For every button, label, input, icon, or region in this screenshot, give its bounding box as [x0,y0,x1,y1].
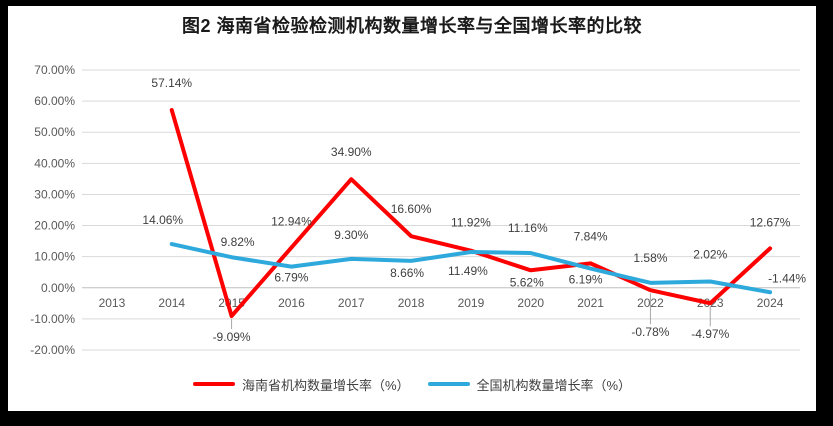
legend-item-national: 全国机构数量增长率（%） [427,375,632,394]
data-label: 11.49% [448,264,488,278]
x-axis-tick-label: 2018 [398,296,425,310]
data-label: 34.90% [331,145,372,159]
x-axis-tick-label: 2022 [637,296,664,310]
y-axis-tick-label: 60.00% [34,94,75,108]
data-label: 16.60% [391,202,432,216]
data-label: 6.79% [274,271,308,285]
y-axis-tick-label: -10.00% [30,312,75,326]
y-axis-tick-label: 40.00% [34,156,75,170]
data-label: 12.67% [750,215,791,229]
data-label: 12.94% [271,215,312,229]
x-axis-tick-label: 2021 [577,296,604,310]
x-axis-tick-label: 2024 [757,296,784,310]
y-axis-tick-label: 20.00% [34,219,75,233]
data-label: 6.19% [569,273,603,287]
data-label: -4.97% [691,327,729,341]
series-line-1 [169,242,773,295]
data-label: 2.02% [693,247,727,261]
data-label: 7.84% [574,229,608,243]
data-label: 11.92% [451,216,491,230]
y-axis-tick-label: 50.00% [34,125,75,139]
data-label: -9.09% [213,330,251,344]
legend-label-national: 全国机构数量增长率（%） [476,377,632,393]
y-axis-tick-label: 70.00% [34,63,75,77]
x-axis-tick-label: 2016 [278,296,305,310]
series-line-0 [169,108,773,319]
data-label: -0.78% [631,325,669,339]
x-axis-tick-label: 2017 [338,296,365,310]
data-label: -1.44% [768,271,806,285]
legend-line-swatch-hainan [192,382,235,386]
x-axis-tick-label: 2020 [517,296,544,310]
y-axis-tick-label: -20.00% [30,343,75,357]
data-label: 11.16% [508,221,548,235]
x-axis-tick-label: 2013 [99,296,126,310]
plot-area: 70.00% 60.00% 50.00% 40.00% 30.00% 20.00% 10.0… [30,63,806,357]
x-axis-tick-label: 2014 [158,296,185,310]
y-axis-tick-label: 0.00% [41,281,75,295]
data-label: 9.82% [221,235,255,249]
x-axis-tick-label: 2019 [458,296,485,310]
legend: 海南省机构数量增长率（%） 全国机构数量增长率（%） [8,374,816,394]
chart-canvas: 图2 海南省检验检测机构数量增长率与全国增长率的比较 70.00% 60.00% 5… [8,6,816,411]
y-axis-tick-label: 10.00% [34,250,75,264]
y-axis-tick-label: 30.00% [34,187,75,201]
data-label: 9.30% [334,228,368,242]
data-label: 1.58% [633,251,667,265]
data-label: 8.66% [390,266,424,280]
legend-line-swatch-national [427,382,470,386]
chart-title: 图2 海南省检验检测机构数量增长率与全国增长率的比较 [181,16,642,36]
data-label: 57.14% [151,76,192,90]
data-label: 5.62% [510,275,544,289]
legend-label-hainan: 海南省机构数量增长率（%） [241,377,410,393]
legend-item-hainan: 海南省机构数量增长率（%） [192,375,410,394]
data-label: 14.06% [142,213,183,227]
